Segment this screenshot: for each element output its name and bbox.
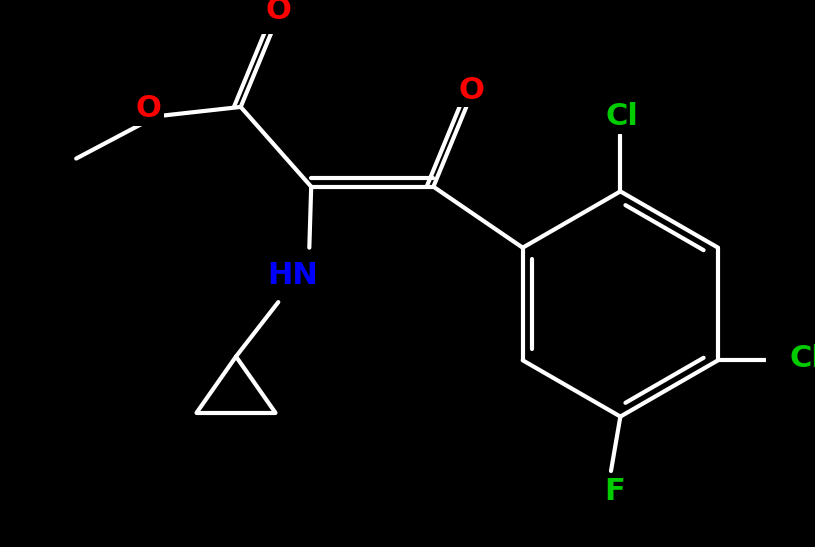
Text: O: O	[458, 75, 484, 104]
Text: Cl: Cl	[606, 102, 639, 131]
Text: HN: HN	[267, 261, 318, 290]
Text: O: O	[135, 94, 161, 123]
Text: F: F	[605, 477, 625, 506]
Text: O: O	[266, 0, 291, 25]
Text: Cl: Cl	[789, 344, 815, 373]
